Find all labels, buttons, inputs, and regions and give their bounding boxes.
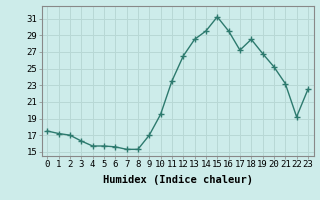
X-axis label: Humidex (Indice chaleur): Humidex (Indice chaleur) bbox=[103, 175, 252, 185]
